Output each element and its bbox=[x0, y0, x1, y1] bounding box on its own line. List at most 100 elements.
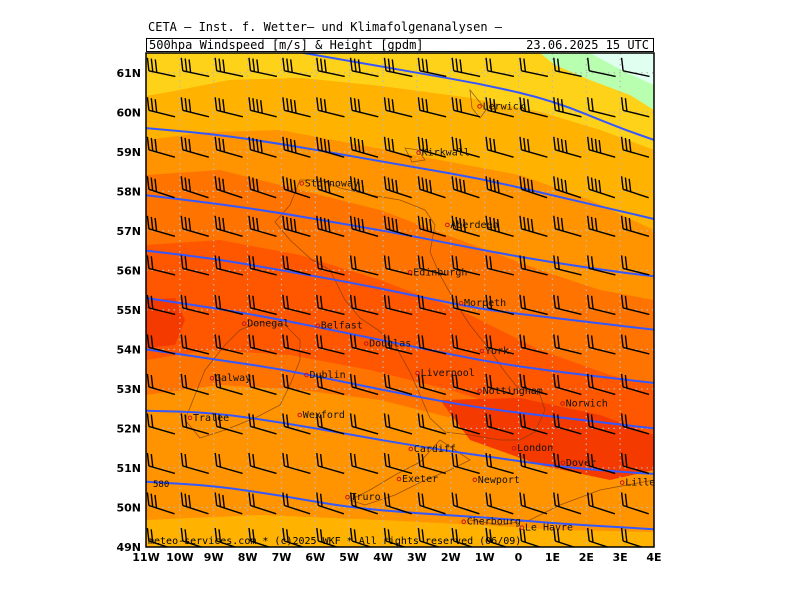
wind-barb-feather bbox=[590, 374, 594, 389]
wind-barb-shaft bbox=[487, 386, 514, 396]
wind-barb-shaft bbox=[318, 540, 339, 547]
city-marker bbox=[396, 476, 402, 482]
wind-barb-shaft bbox=[622, 386, 650, 396]
wind-barb-feather bbox=[526, 178, 530, 192]
wind-barb-feather bbox=[485, 176, 489, 190]
wind-barb-shaft bbox=[182, 386, 209, 396]
wind-barb-shaft bbox=[453, 540, 475, 547]
wind-barb-shaft bbox=[555, 267, 582, 276]
wind-barb-feather bbox=[286, 216, 289, 230]
wind-barb-feather bbox=[523, 216, 526, 230]
wind-barb-feather bbox=[523, 177, 526, 191]
wind-barb-feather bbox=[383, 492, 387, 506]
city-label: London bbox=[517, 443, 553, 454]
wind-barb-shaft bbox=[318, 465, 345, 475]
wind-barb-feather bbox=[421, 137, 425, 151]
wind-barb-feather bbox=[455, 216, 459, 230]
wind-barb-feather bbox=[587, 527, 590, 542]
city-label: Morpeth bbox=[464, 298, 506, 309]
ireland-coast bbox=[184, 321, 301, 439]
wind-barb-feather bbox=[357, 217, 361, 232]
wind-barb-feather bbox=[184, 216, 188, 230]
latitude-tick-label: 53N bbox=[116, 383, 141, 396]
wind-barb-feather bbox=[553, 255, 556, 269]
wind-barb-feather bbox=[594, 138, 598, 153]
wind-barb-feather bbox=[154, 494, 158, 509]
wind-barb-feather bbox=[252, 177, 255, 191]
wind-barb-feather bbox=[598, 140, 602, 154]
wind-barb-shaft bbox=[385, 504, 412, 515]
height-contours bbox=[146, 53, 654, 531]
wind-barb-shaft bbox=[622, 540, 644, 547]
latitude-tick-label: 59N bbox=[116, 146, 141, 159]
wind-barb-feather bbox=[383, 294, 387, 308]
wind-barb-shaft bbox=[419, 267, 447, 276]
wind-barb-shaft bbox=[351, 386, 379, 396]
city-label: Donegal bbox=[247, 319, 289, 330]
wind-barb-feather bbox=[180, 452, 184, 467]
wind-barb-feather bbox=[184, 529, 188, 543]
city-marker bbox=[415, 370, 420, 376]
wind-barb-feather bbox=[391, 178, 395, 192]
wind-barb-feather bbox=[553, 215, 556, 229]
wind-barb-shaft bbox=[487, 346, 514, 355]
lat-lon-grid bbox=[146, 53, 654, 547]
wind-barb-feather bbox=[316, 215, 319, 229]
wind-barb-feather bbox=[455, 58, 459, 72]
wind-barb-feather bbox=[519, 527, 523, 542]
wind-barb-feather bbox=[319, 295, 323, 309]
city-label: Lerwick bbox=[483, 101, 525, 112]
wind-barb-feather bbox=[222, 217, 226, 232]
city-marker bbox=[477, 388, 482, 394]
wind-barb-feather bbox=[316, 413, 319, 427]
longitude-tick-label: 3E bbox=[613, 551, 628, 564]
wind-barb-feather bbox=[286, 98, 289, 112]
wind-barb-feather bbox=[150, 335, 154, 349]
wind-barb-feather bbox=[493, 99, 497, 113]
wind-barb-feather bbox=[383, 334, 387, 348]
wind-barb-feather bbox=[146, 136, 150, 150]
longitude-tick-label: 9W bbox=[204, 551, 224, 564]
city-marker bbox=[519, 525, 525, 530]
latitude-tick-label: 52N bbox=[116, 422, 141, 435]
wind-barb-shaft bbox=[487, 465, 514, 475]
wind-barb-feather bbox=[421, 256, 425, 270]
wind-barb-feather bbox=[387, 493, 391, 507]
wind-barb-shaft bbox=[182, 149, 209, 158]
wind-barb-shaft bbox=[318, 228, 345, 237]
wind-barb-feather bbox=[417, 492, 421, 506]
latitude-tick-label: 57N bbox=[116, 225, 141, 238]
wind-barb-shaft bbox=[250, 70, 278, 78]
wind-barb-feather bbox=[357, 59, 361, 73]
wind-barb-feather bbox=[184, 137, 188, 151]
wind-barb-feather bbox=[218, 58, 222, 72]
wind-barb-feather bbox=[493, 217, 496, 232]
city-marker bbox=[407, 270, 413, 275]
wind-barb-feather bbox=[323, 138, 327, 153]
wind-barb-feather bbox=[293, 140, 297, 154]
wind-barb-feather bbox=[248, 215, 252, 229]
wind-barb-feather bbox=[459, 217, 463, 232]
wind-barb-feather bbox=[463, 219, 466, 233]
wind-barb-feather bbox=[489, 335, 493, 349]
wind-barb-shaft bbox=[521, 228, 548, 237]
wind-barb-feather bbox=[620, 97, 624, 111]
wind-barb-feather bbox=[316, 527, 319, 542]
longitude-tick-label: 3W bbox=[407, 551, 427, 564]
wind-barb-feather bbox=[184, 295, 188, 309]
wind-barb-shaft bbox=[148, 346, 176, 355]
wind-barb-feather bbox=[180, 176, 184, 190]
wind-barb-shaft bbox=[487, 109, 514, 118]
wind-barb-shaft bbox=[351, 188, 379, 199]
wind-barb-shaft bbox=[622, 188, 649, 199]
wind-barb-shaft bbox=[453, 346, 481, 355]
height-contour-line bbox=[146, 409, 654, 475]
wind-barb-feather bbox=[248, 97, 252, 111]
wind-barb-feather bbox=[256, 99, 259, 113]
wind-barb-feather bbox=[387, 529, 391, 543]
wind-barb-feather bbox=[256, 217, 259, 232]
wind-barb-feather bbox=[387, 177, 391, 191]
wind-barb-feather bbox=[387, 335, 391, 349]
wind-barb-feather bbox=[587, 215, 590, 229]
city-marker bbox=[511, 445, 517, 451]
